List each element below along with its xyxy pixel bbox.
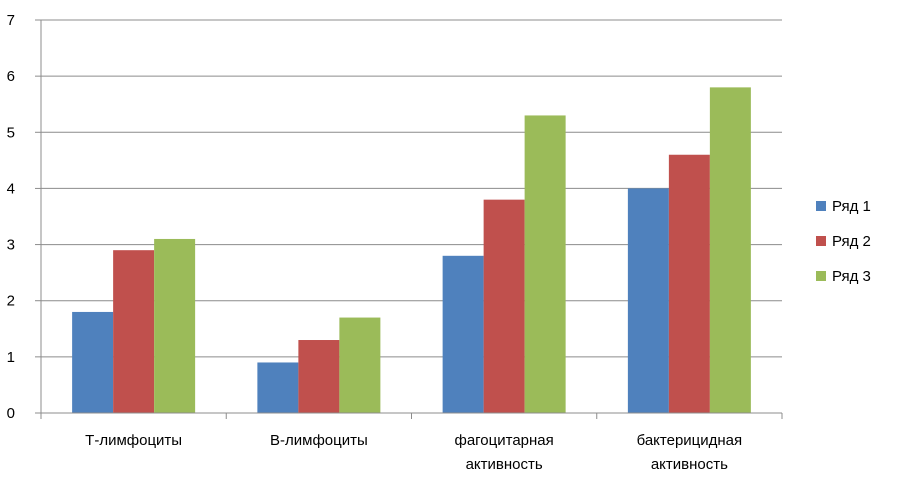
legend-swatch — [816, 236, 826, 246]
bar — [483, 199, 525, 413]
bar — [72, 311, 114, 413]
axes — [35, 19, 783, 419]
axis-labels: 0 1 2 3 4 5 6 7 Т-лимфоциты В-лимфоциты фагоцитарн… — [7, 12, 743, 473]
x-category-label: бактерицидная — [637, 432, 743, 449]
bar — [709, 87, 751, 413]
bar — [257, 362, 299, 413]
y-tick-label: 0 — [7, 405, 15, 422]
y-tick-label: 4 — [7, 180, 15, 197]
legend: Ряд 1 Ряд 2 Ряд 3 — [816, 198, 871, 285]
legend-label: Ряд 2 — [832, 233, 871, 250]
bar — [298, 340, 340, 413]
bar — [339, 317, 381, 413]
bar — [442, 255, 484, 413]
legend-swatch — [816, 201, 826, 211]
bar — [524, 115, 566, 413]
y-tick-label: 2 — [7, 293, 15, 310]
y-tick-label: 5 — [7, 124, 15, 141]
x-category-label: активность — [651, 456, 728, 473]
y-tick-label: 3 — [7, 237, 15, 254]
x-category-label: фагоцитарная — [454, 432, 553, 449]
bars — [72, 87, 751, 413]
y-tick-label: 1 — [7, 349, 15, 366]
legend-label: Ряд 1 — [832, 198, 871, 215]
bar — [154, 238, 196, 413]
y-tick-label: 7 — [7, 12, 15, 29]
x-category-label: В-лимфоциты — [270, 432, 368, 449]
legend-swatch — [816, 271, 826, 281]
legend-label: Ряд 3 — [832, 268, 871, 285]
x-category-label: активность — [466, 456, 543, 473]
bar — [627, 188, 669, 413]
x-category-label: Т-лимфоциты — [85, 432, 182, 449]
y-tick-label: 6 — [7, 68, 15, 85]
bar — [668, 154, 710, 413]
bar — [113, 250, 155, 413]
